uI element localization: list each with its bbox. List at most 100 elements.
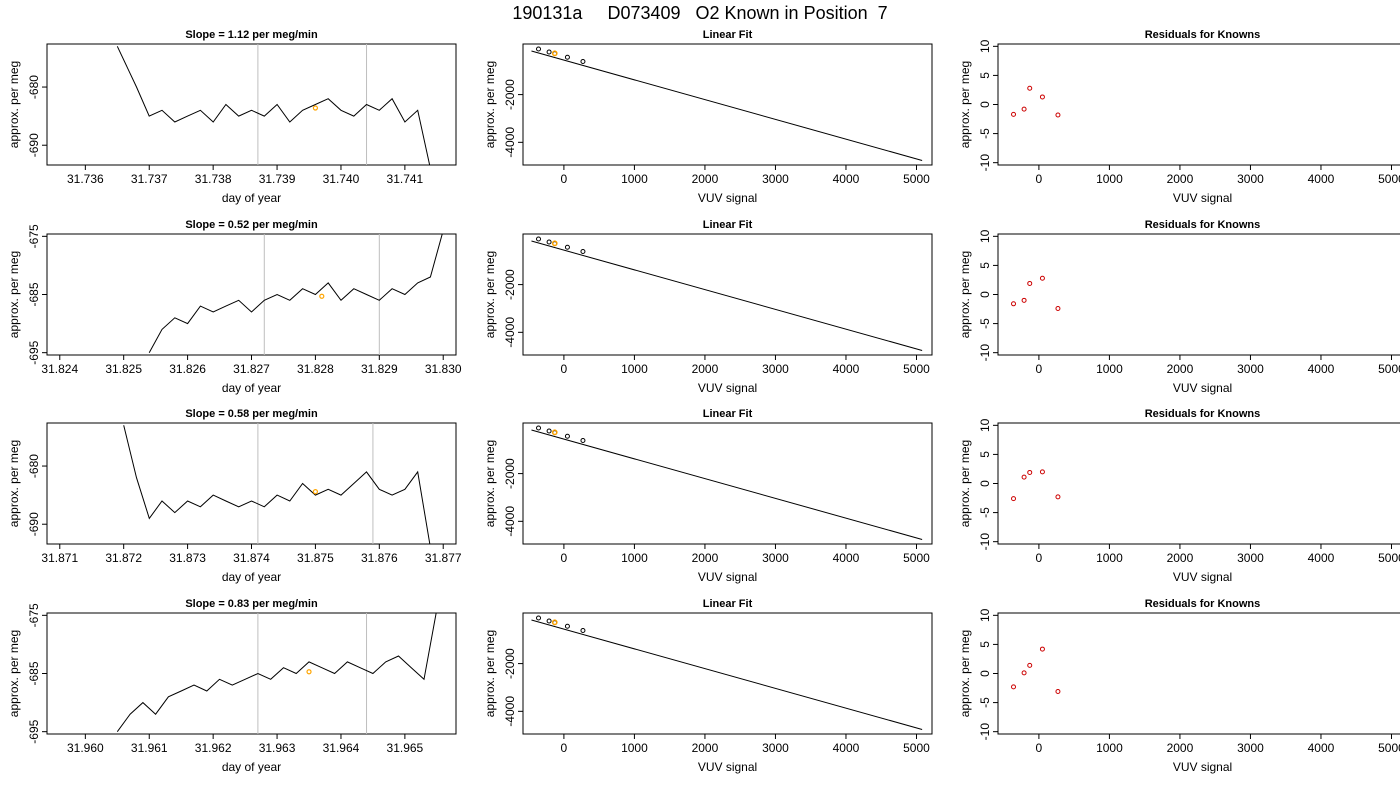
x-tick-label: 31.829: [361, 362, 398, 376]
residual-point: [1021, 106, 1027, 112]
y-axis-label: approx. per meg: [483, 440, 497, 527]
residual-point: [1055, 112, 1061, 118]
plot-area: [531, 46, 923, 161]
x-tick-label: 2000: [692, 551, 719, 565]
y-tick-label: 10: [978, 608, 992, 622]
current-point-marker: [551, 429, 558, 436]
x-tick-label: 3000: [762, 741, 789, 755]
x-tick-label: 31.871: [41, 551, 78, 565]
x-tick-label: 0: [1036, 172, 1043, 186]
y-axis-label: approx. per meg: [7, 251, 21, 338]
figure-title: 190131a D073409 O2 Known in Position 7: [512, 3, 888, 23]
chart-title: Slope = 0.83 per meg/min: [185, 598, 318, 610]
plot-frame: [46, 43, 457, 166]
chart-panel-11: Linear Fit 0 1000 2000 3000 4000 5000 -2000 -400…: [483, 598, 933, 774]
y-tick-label: 5: [978, 72, 992, 79]
x-tick-label: 0: [1036, 741, 1043, 755]
plot-frame: [997, 233, 1400, 356]
x-tick-label: 31.736: [67, 172, 104, 186]
x-tick-label: 31.874: [233, 551, 270, 565]
x-tick-label: 5000: [903, 551, 930, 565]
x-tick-label: 4000: [1308, 172, 1335, 186]
plot-area: [531, 236, 923, 351]
plot-frame: [522, 43, 933, 166]
x-axis-label: day of year: [222, 381, 281, 395]
known-point: [564, 433, 570, 439]
known-point: [546, 618, 552, 624]
signal-trace: [123, 425, 431, 544]
plot-area: [123, 423, 431, 544]
residual-point: [1027, 280, 1033, 286]
x-tick-label: 3000: [762, 172, 789, 186]
known-point: [564, 244, 570, 250]
chart-panel-1: Slope = 1.12 per meg/min 31.736 31.737 31.7…: [7, 29, 457, 205]
residual-point: [1021, 474, 1027, 480]
plot-frame: [522, 422, 933, 545]
chart-title: Linear Fit: [703, 408, 753, 420]
x-tick-label: 0: [561, 741, 568, 755]
x-tick-label: 3000: [1237, 551, 1264, 565]
y-tick-label: 5: [978, 641, 992, 648]
x-tick-label: 5000: [1378, 741, 1400, 755]
x-tick-label: 2000: [692, 362, 719, 376]
y-tick-label: 10: [978, 39, 992, 53]
x-tick-label: 1000: [1096, 551, 1123, 565]
x-tick-label: 31.964: [323, 741, 360, 755]
chart-panel-2: Linear Fit 0 1000 2000 3000 4000 5000 -2000 -400…: [483, 29, 933, 205]
plot-frame: [997, 612, 1400, 735]
known-point: [580, 438, 586, 444]
x-tick-label: 1000: [621, 551, 648, 565]
residual-point: [1039, 469, 1045, 475]
residual-point: [1039, 646, 1045, 652]
y-tick-label: -10: [978, 344, 992, 362]
x-tick-label: 31.740: [323, 172, 360, 186]
chart-panel-3: Residuals for Knowns 0 1000 2000 3000 4000 500…: [958, 29, 1400, 205]
current-point-marker: [312, 105, 319, 111]
y-tick-label: -10: [978, 723, 992, 741]
y-axis-label: approx. per meg: [958, 61, 972, 148]
x-tick-label: 31.830: [425, 362, 462, 376]
y-tick-label: -675: [27, 224, 41, 248]
x-axis-label: day of year: [222, 191, 281, 205]
y-tick-label: -2000: [503, 648, 517, 679]
residual-point: [1027, 662, 1033, 668]
current-point-marker: [312, 489, 319, 495]
plot-area: [148, 234, 443, 355]
y-tick-label: -5: [978, 318, 992, 329]
x-tick-label: 31.826: [169, 362, 206, 376]
known-point: [546, 239, 552, 245]
residual-point: [1027, 469, 1033, 475]
y-tick-label: -2000: [503, 458, 517, 489]
chart-panel-7: Slope = 0.58 per meg/min 31.871 31.872 31.8…: [7, 408, 462, 584]
x-tick-label: 31.828: [297, 362, 334, 376]
current-point-marker: [551, 50, 558, 57]
residual-point: [1011, 111, 1017, 117]
x-axis-label: VUV signal: [698, 760, 757, 774]
chart-title: Residuals for Knowns: [1145, 408, 1261, 420]
y-tick-label: -685: [27, 282, 41, 306]
x-tick-label: 31.824: [41, 362, 78, 376]
y-tick-label: -690: [27, 133, 41, 157]
y-tick-label: -685: [27, 661, 41, 685]
fit-line: [531, 429, 923, 540]
x-tick-label: 5000: [903, 741, 930, 755]
y-axis-label: approx. per meg: [7, 630, 21, 717]
chart-title: Residuals for Knowns: [1145, 598, 1261, 610]
x-axis-label: day of year: [222, 760, 281, 774]
y-tick-label: -4000: [503, 317, 517, 348]
residual-point: [1021, 670, 1027, 676]
plot-area: [1011, 275, 1061, 311]
plot-frame: [522, 233, 933, 356]
y-tick-label: 0: [978, 291, 992, 298]
y-tick-label: -680: [27, 75, 41, 99]
chart-title: Linear Fit: [703, 219, 753, 231]
signal-trace: [148, 234, 443, 353]
y-tick-label: -690: [27, 512, 41, 536]
x-tick-label: 3000: [762, 362, 789, 376]
x-axis-label: VUV signal: [698, 381, 757, 395]
y-tick-label: -2000: [503, 79, 517, 110]
chart-title: Linear Fit: [703, 598, 753, 610]
y-tick-label: -695: [27, 719, 41, 743]
known-point: [536, 236, 542, 242]
